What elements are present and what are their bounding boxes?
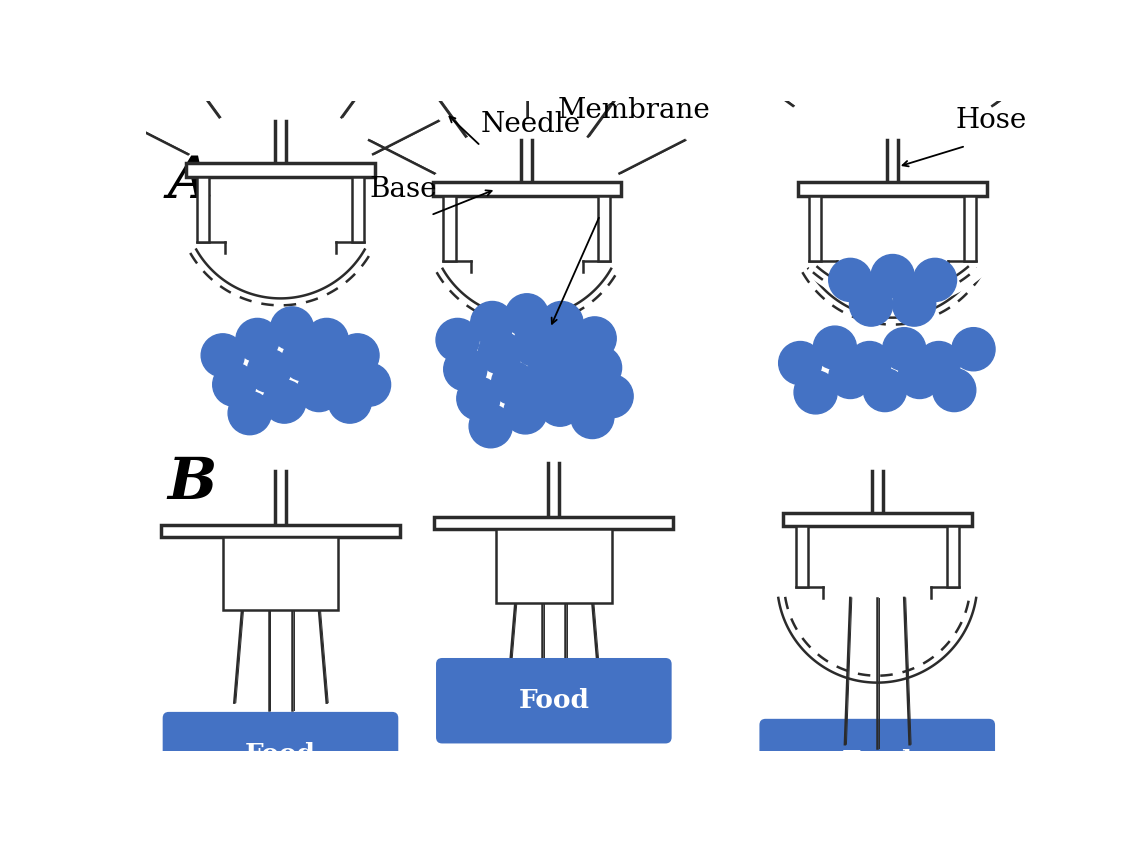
- Circle shape: [829, 258, 872, 301]
- Circle shape: [849, 283, 893, 326]
- Circle shape: [952, 327, 996, 371]
- Polygon shape: [197, 176, 209, 242]
- Circle shape: [469, 404, 512, 448]
- Circle shape: [471, 301, 514, 344]
- Circle shape: [559, 361, 602, 404]
- Circle shape: [213, 363, 256, 406]
- Circle shape: [305, 318, 349, 361]
- Polygon shape: [352, 176, 363, 242]
- Circle shape: [336, 334, 379, 377]
- Circle shape: [317, 349, 360, 392]
- Circle shape: [479, 331, 521, 374]
- Polygon shape: [946, 526, 959, 587]
- Circle shape: [913, 258, 957, 301]
- Circle shape: [898, 355, 941, 398]
- Circle shape: [235, 318, 279, 361]
- Text: Needle: Needle: [481, 111, 581, 138]
- Text: A: A: [167, 154, 213, 210]
- Circle shape: [570, 396, 614, 439]
- Polygon shape: [796, 526, 808, 587]
- Circle shape: [229, 392, 271, 435]
- Polygon shape: [186, 163, 375, 176]
- Circle shape: [505, 294, 549, 337]
- Circle shape: [590, 375, 633, 418]
- Circle shape: [918, 342, 960, 385]
- Circle shape: [871, 255, 914, 298]
- Circle shape: [578, 346, 622, 389]
- Circle shape: [933, 369, 976, 412]
- Polygon shape: [809, 196, 822, 262]
- Text: Hose: Hose: [956, 106, 1028, 133]
- Polygon shape: [432, 182, 621, 196]
- Circle shape: [848, 342, 892, 385]
- Circle shape: [794, 371, 837, 414]
- Circle shape: [201, 334, 245, 377]
- Circle shape: [573, 316, 616, 360]
- Text: Food: Food: [245, 742, 315, 767]
- Polygon shape: [496, 529, 612, 603]
- Circle shape: [863, 369, 906, 412]
- FancyBboxPatch shape: [435, 658, 672, 744]
- Circle shape: [526, 354, 569, 397]
- Text: B: B: [167, 456, 217, 512]
- Text: Food: Food: [841, 749, 913, 774]
- FancyBboxPatch shape: [759, 719, 996, 804]
- Circle shape: [328, 380, 371, 423]
- Circle shape: [829, 355, 872, 398]
- Circle shape: [282, 338, 325, 381]
- Circle shape: [435, 318, 479, 361]
- Circle shape: [539, 301, 583, 344]
- Circle shape: [263, 380, 306, 423]
- Circle shape: [247, 349, 290, 392]
- Polygon shape: [443, 196, 456, 262]
- Polygon shape: [798, 182, 986, 196]
- Circle shape: [457, 377, 499, 420]
- Circle shape: [297, 369, 341, 412]
- Circle shape: [491, 361, 535, 404]
- Circle shape: [271, 307, 313, 350]
- FancyBboxPatch shape: [162, 711, 398, 798]
- Circle shape: [882, 327, 926, 371]
- Circle shape: [443, 348, 487, 391]
- Text: Base: Base: [369, 176, 437, 203]
- Polygon shape: [964, 196, 976, 262]
- Circle shape: [547, 331, 591, 374]
- Circle shape: [504, 391, 546, 434]
- Circle shape: [347, 363, 391, 406]
- Circle shape: [513, 323, 557, 366]
- Polygon shape: [223, 537, 338, 610]
- Circle shape: [814, 326, 856, 369]
- Circle shape: [893, 283, 936, 326]
- Circle shape: [778, 342, 822, 385]
- Text: Membrane: Membrane: [558, 97, 711, 124]
- Polygon shape: [434, 517, 673, 529]
- Polygon shape: [598, 196, 610, 262]
- Polygon shape: [783, 513, 972, 526]
- Circle shape: [538, 383, 582, 426]
- Text: Food: Food: [518, 688, 590, 713]
- Polygon shape: [161, 525, 400, 537]
